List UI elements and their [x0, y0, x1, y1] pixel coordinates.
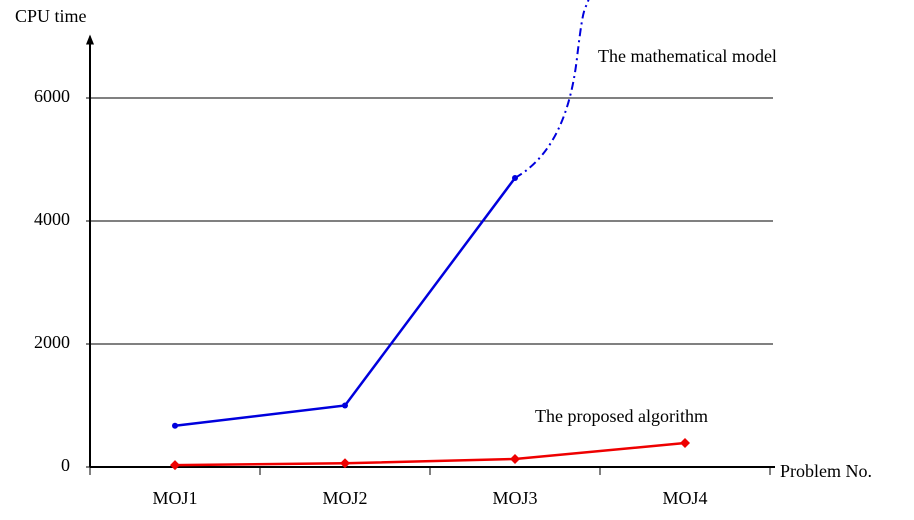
marker [340, 458, 350, 469]
y-tick-label: 6000 [34, 86, 70, 106]
series-line [174, 441, 686, 467]
y-tick-label: 0 [61, 455, 70, 475]
x-tick-label: MOJ4 [662, 488, 707, 508]
x-tick-label: MOJ1 [152, 488, 197, 508]
marker [680, 438, 690, 449]
x-tick-label: MOJ2 [322, 488, 367, 508]
y-axis-label: CPU time [15, 6, 87, 26]
marker [172, 422, 178, 429]
extrapolation [514, 0, 590, 179]
x-tick-label: MOJ3 [492, 488, 537, 508]
marker [170, 460, 180, 471]
y-tick-label: 2000 [34, 332, 70, 352]
x-axis-label: Problem No. [780, 461, 872, 481]
series-line [174, 177, 517, 428]
series-label: The proposed algorithm [535, 406, 708, 426]
y-axis-arrow [86, 34, 94, 45]
y-tick-label: 4000 [34, 209, 70, 229]
series-label: The mathematical model [598, 46, 777, 66]
marker [342, 402, 348, 409]
marker [510, 454, 520, 465]
